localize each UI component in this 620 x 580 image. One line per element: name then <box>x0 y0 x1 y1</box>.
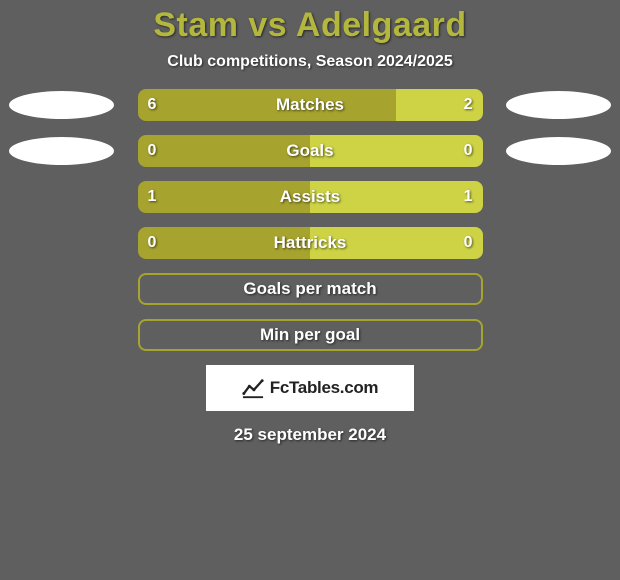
comparison-card: Stam vs Adelgaard Club competitions, Sea… <box>0 0 620 580</box>
right-player-oval <box>506 137 611 165</box>
stat-left-value: 1 <box>148 188 157 206</box>
stat-row: 0 0 Hattricks <box>0 227 620 259</box>
stat-bar-right-segment: 0 <box>310 135 483 167</box>
stat-bar-left-segment: 6 <box>138 89 397 121</box>
stat-bar-right-segment: 2 <box>396 89 482 121</box>
stat-label: Goals per match <box>140 275 481 303</box>
right-player-oval <box>506 91 611 119</box>
date-label: 25 september 2024 <box>234 425 386 445</box>
stat-right-value: 1 <box>464 188 473 206</box>
page-title: Stam vs Adelgaard <box>153 6 466 45</box>
stat-bar: 6 2 Matches <box>138 89 483 121</box>
stat-bar-left-segment: 0 <box>138 135 311 167</box>
stat-row: Min per goal <box>0 319 620 351</box>
subtitle: Club competitions, Season 2024/2025 <box>167 53 452 71</box>
left-side-slot <box>2 137 122 165</box>
stat-row: 0 0 Goals <box>0 135 620 167</box>
stat-label: Min per goal <box>140 321 481 349</box>
stat-label: Hattricks <box>274 233 347 253</box>
stats-list: 6 2 Matches 0 0 Goals 1 1 Assists 0 0 Hattricks Goal… <box>0 89 620 351</box>
right-side-slot <box>499 137 619 165</box>
stat-row: 1 1 Assists <box>0 181 620 213</box>
stat-right-value: 0 <box>464 234 473 252</box>
stat-bar: Goals per match <box>138 273 483 305</box>
stat-bar: 0 0 Goals <box>138 135 483 167</box>
stat-label: Matches <box>276 95 344 115</box>
badge-text: FcTables.com <box>270 378 379 398</box>
left-side-slot <box>2 91 122 119</box>
stat-label: Assists <box>280 187 340 207</box>
left-player-oval <box>9 91 114 119</box>
stat-left-value: 0 <box>148 142 157 160</box>
badge-logo-icon <box>242 377 264 399</box>
stat-bar: Min per goal <box>138 319 483 351</box>
stat-label: Goals <box>286 141 333 161</box>
stat-row: Goals per match <box>0 273 620 305</box>
stat-left-value: 6 <box>148 96 157 114</box>
stat-bar: 1 1 Assists <box>138 181 483 213</box>
stat-row: 6 2 Matches <box>0 89 620 121</box>
right-side-slot <box>499 91 619 119</box>
source-badge: FcTables.com <box>206 365 414 411</box>
stat-left-value: 0 <box>148 234 157 252</box>
stat-right-value: 0 <box>464 142 473 160</box>
left-player-oval <box>9 137 114 165</box>
stat-bar: 0 0 Hattricks <box>138 227 483 259</box>
stat-right-value: 2 <box>464 96 473 114</box>
